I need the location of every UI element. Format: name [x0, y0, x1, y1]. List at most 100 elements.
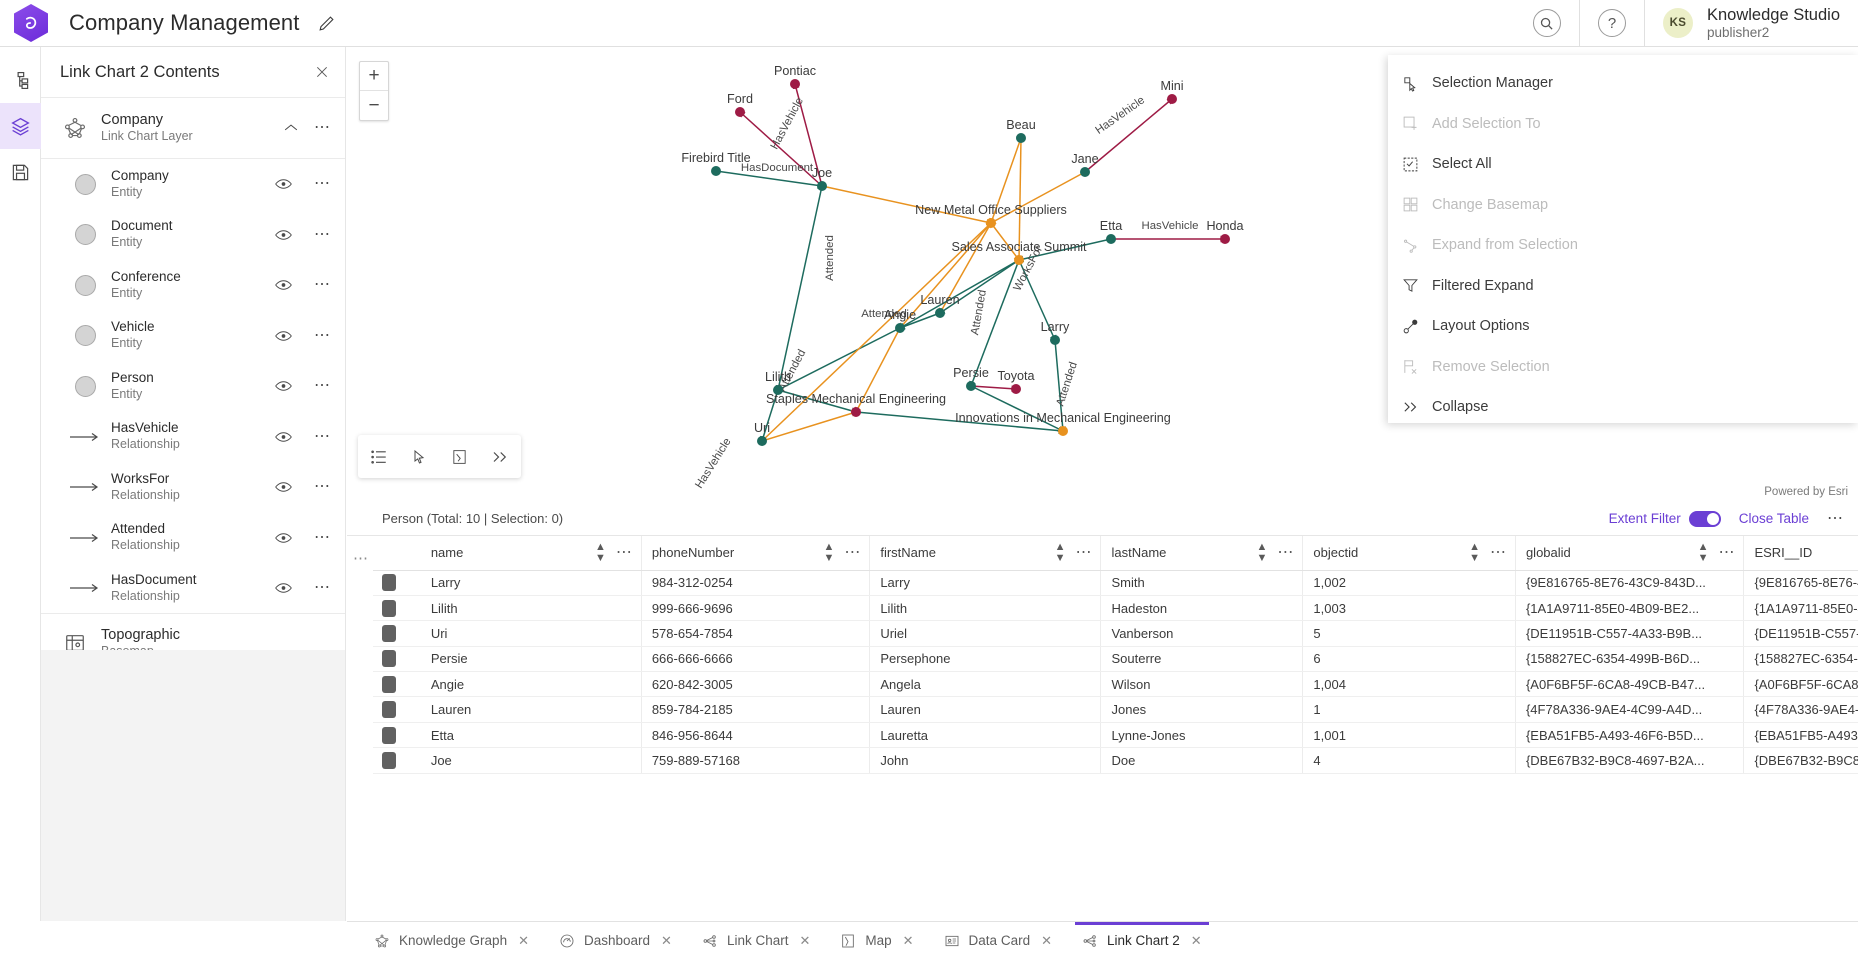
tab-close-icon[interactable]: ✕ [902, 932, 914, 948]
more-options-icon[interactable]: ⋯ [314, 175, 331, 193]
visibility-eye-icon[interactable] [275, 380, 292, 392]
expand-icon[interactable] [491, 450, 509, 464]
layer-item-company[interactable]: Company Entity ⋯ [41, 159, 345, 210]
column-more-options-icon[interactable]: ⋯ [1718, 543, 1736, 561]
visibility-eye-icon[interactable] [275, 178, 292, 190]
graph-edge[interactable] [760, 389, 779, 444]
table-column-header-firstname[interactable]: firstName ▲ ▼ ⋯ [869, 536, 1102, 571]
table-column-header-esri__id[interactable]: ESRI__ID▲▼⋯ [1743, 536, 1858, 571]
visibility-eye-icon[interactable] [275, 431, 292, 443]
graph-node[interactable] [1220, 234, 1230, 244]
sort-icon[interactable]: ▲ ▼ [823, 540, 835, 564]
pencil-icon[interactable] [317, 14, 336, 33]
layer-item-conference[interactable]: Conference Entity ⋯ [41, 260, 345, 311]
table-column-header-name[interactable]: name ▲ ▼ ⋯ [420, 536, 642, 571]
row-select-handle[interactable] [373, 620, 421, 647]
graph-edge[interactable] [1016, 238, 1112, 263]
more-options-icon[interactable]: ⋯ [314, 276, 331, 294]
graph-edge[interactable] [990, 222, 1021, 263]
tab-close-icon[interactable]: ✕ [661, 932, 672, 948]
graph-node[interactable] [986, 218, 996, 228]
tab-close-icon[interactable]: ✕ [1041, 932, 1052, 948]
table-row[interactable]: Lauren 859-784-2185 Lauren Jones 1 {4F78A336-… [373, 696, 1858, 723]
graph-edge[interactable] [821, 185, 994, 226]
graph-node[interactable] [1106, 234, 1116, 244]
visibility-eye-icon[interactable] [275, 330, 292, 342]
layer-group-company[interactable]: Company Link Chart Layer ⋯ [41, 98, 345, 159]
graph-node[interactable] [1016, 133, 1026, 143]
table-column-header-phonenumber[interactable]: phoneNumber ▲ ▼ ⋯ [641, 536, 871, 571]
sort-icon[interactable]: ▲ ▼ [594, 540, 606, 564]
sort-icon[interactable]: ▲ ▼ [1469, 540, 1480, 564]
visibility-eye-icon[interactable] [275, 229, 292, 241]
visibility-eye-icon[interactable] [275, 532, 292, 544]
help-icon[interactable]: ? [1597, 9, 1626, 37]
cursor-icon[interactable] [411, 448, 427, 466]
column-more-options-icon[interactable]: ⋯ [1075, 543, 1093, 561]
context-menu[interactable]: Selection Manager Add Selection To Select … [1388, 55, 1858, 423]
table-row[interactable]: Etta 846-956-8644 Lauretta Lynne-Jones 1,001… [373, 722, 1858, 749]
row-select-handle[interactable] [373, 646, 421, 673]
graph-edge[interactable] [715, 170, 825, 189]
link-chart-graph[interactable]: HasVehicle HasDocument HasVehicle HasVehicl… [347, 47, 1858, 502]
zoom-out-button[interactable]: − [368, 94, 380, 116]
tab-map[interactable]: Map ✕ [827, 922, 926, 959]
chevron-up-icon[interactable] [284, 123, 298, 132]
sort-icon[interactable]: ▲ ▼ [1054, 540, 1066, 564]
tab-link-chart[interactable]: Link Chart ✕ [689, 922, 823, 959]
graph-edge[interactable] [761, 220, 994, 442]
graph-edge[interactable] [855, 411, 1066, 434]
table-row[interactable]: Larry 984-312-0254 Larry Smith 1,002 {9E81676… [373, 570, 1858, 596]
graph-node[interactable] [1167, 94, 1177, 104]
visibility-eye-icon[interactable] [275, 582, 292, 594]
graph-edge[interactable] [938, 222, 992, 316]
graph-node[interactable] [935, 308, 945, 318]
layer-item-hasvehicle[interactable]: HasVehicle Relationship ⋯ [41, 411, 345, 462]
graph-node[interactable] [711, 166, 721, 176]
graph-edge[interactable] [937, 259, 1020, 315]
column-more-options-icon[interactable]: ⋯ [1489, 543, 1507, 561]
search-icon[interactable] [1532, 9, 1561, 37]
graph-edge[interactable] [737, 109, 823, 187]
row-select-handle[interactable] [373, 747, 421, 774]
close-table-button[interactable]: Close Table [1738, 511, 1809, 526]
row-select-handle[interactable] [373, 696, 421, 723]
graph-node[interactable] [790, 79, 800, 89]
sort-icon[interactable]: ▲ ▼ [1697, 540, 1709, 564]
graph-node[interactable] [1014, 255, 1024, 265]
graph-edge[interactable] [761, 410, 859, 442]
layer-item-worksfor[interactable]: WorksFor Relationship ⋯ [41, 462, 345, 513]
graph-node[interactable] [851, 407, 861, 417]
rail-item-save[interactable] [0, 149, 41, 195]
graph-node[interactable] [966, 381, 976, 391]
graph-edge[interactable] [1015, 137, 1023, 263]
tab-close-icon[interactable]: ✕ [518, 932, 529, 948]
row-select-handle[interactable] [373, 722, 421, 749]
table-row[interactable]: Persie 666-666-6666 Persephone Souterre 6 {15… [373, 646, 1858, 673]
column-more-options-icon[interactable]: ⋯ [844, 543, 862, 561]
more-options-icon[interactable]: ⋯ [314, 478, 331, 496]
row-select-handle[interactable] [373, 570, 421, 596]
graph-edge[interactable] [969, 259, 1020, 389]
extent-filter-toggle[interactable]: Extent Filter [1609, 510, 1721, 527]
more-options-icon[interactable]: ⋯ [314, 579, 331, 597]
table-row[interactable]: Uri 578-654-7854 Uriel Vanberson 5 {DE11951B-… [373, 620, 1858, 647]
tab-close-icon[interactable]: ✕ [799, 932, 811, 948]
graph-node[interactable] [817, 181, 827, 191]
table-column-header-lastname[interactable]: lastName ▲ ▼ ⋯ [1100, 536, 1304, 571]
tab-link-chart-2[interactable]: Link Chart 2 ✕ [1069, 921, 1215, 959]
graph-edge[interactable] [970, 385, 1019, 393]
data-table-container[interactable]: ⋯ name ▲ ▼ ⋯ phoneNumber ▲ ▼ ⋯ firstName ▲ ▼ ⋯ lastN… [347, 535, 1858, 921]
context-menu-item-filtered-expand[interactable]: Filtered Expand [1388, 266, 1858, 307]
layer-item-attended[interactable]: Attended Relationship ⋯ [41, 512, 345, 563]
graph-edge[interactable] [775, 327, 901, 392]
graph-node[interactable] [773, 385, 783, 395]
lasso-icon[interactable] [451, 448, 468, 466]
column-more-options-icon[interactable]: ⋯ [1277, 543, 1295, 561]
row-select-handle[interactable] [373, 671, 421, 698]
graph-node[interactable] [757, 436, 767, 446]
tab-data-card[interactable]: Data Card ✕ [931, 922, 1065, 959]
avatar[interactable]: KS [1662, 8, 1693, 38]
table-row[interactable]: Angie 620-842-3005 Angela Wilson 1,004 {A0F6B… [373, 671, 1858, 698]
context-menu-item-collapse[interactable]: Collapse [1388, 387, 1858, 428]
